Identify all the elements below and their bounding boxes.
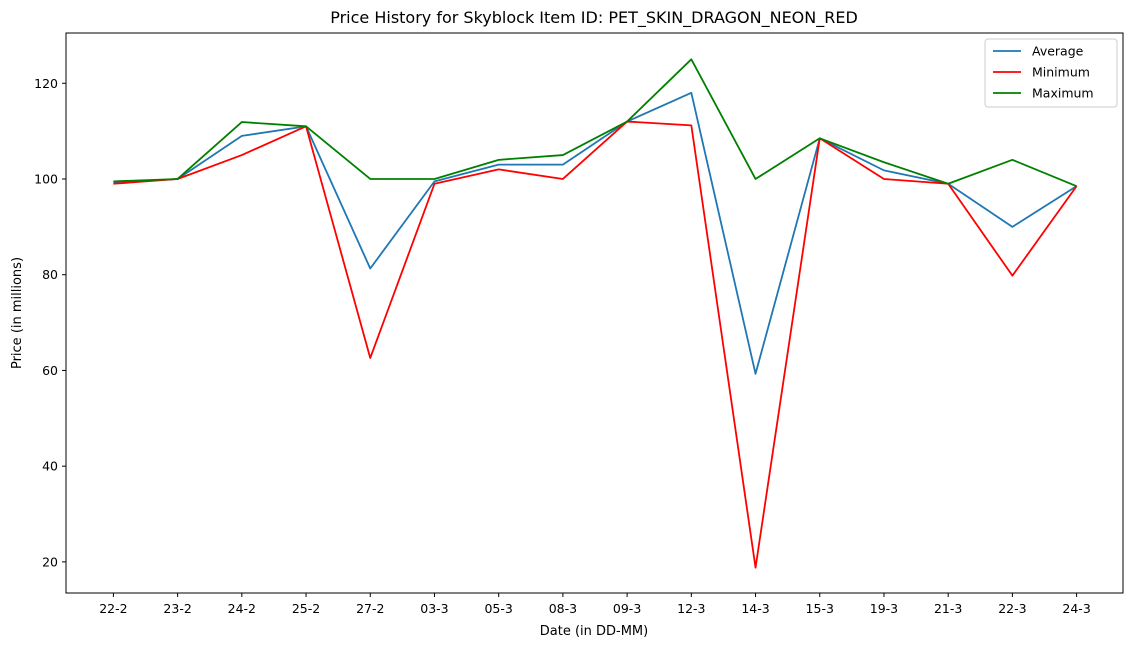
x-tick-label: 03-3 (420, 601, 448, 616)
x-tick-label: 22-2 (99, 601, 127, 616)
x-tick-label: 27-2 (356, 601, 384, 616)
x-tick-label: 25-2 (292, 601, 320, 616)
x-tick-label: 24-2 (228, 601, 256, 616)
legend-label: Maximum (1032, 86, 1094, 101)
y-tick-label: 80 (42, 267, 58, 282)
series-line-maximum (113, 58, 1077, 187)
x-tick-label: 14-3 (741, 601, 769, 616)
series-line-average (113, 91, 1078, 375)
y-axis-label: Price (in millions) (10, 257, 25, 369)
y-tick-label: 120 (34, 76, 58, 91)
y-tick-label: 100 (34, 171, 58, 186)
series-line-minimum (113, 120, 1078, 569)
legend-label: Minimum (1032, 65, 1090, 80)
x-axis-label: Date (in DD-MM) (540, 624, 648, 639)
x-tick-label: 08-3 (549, 601, 577, 616)
x-tick-label: 15-3 (806, 601, 834, 616)
y-tick-label: 40 (42, 459, 58, 474)
x-tick-label: 05-3 (484, 601, 512, 616)
plot-frame (65, 32, 1124, 594)
x-tick-label: 19-3 (870, 601, 898, 616)
x-tick-label: 24-3 (1062, 601, 1090, 616)
legend-frame (984, 38, 1118, 108)
x-tick-label: 21-3 (934, 601, 962, 616)
legend-label: Average (1032, 44, 1084, 59)
legend: Average Minimum Maximum (984, 38, 1118, 108)
y-tick-label: 60 (42, 363, 58, 378)
x-tick-label: 23-2 (163, 601, 191, 616)
y-tick-label: 20 (42, 554, 58, 569)
x-tick-label: 09-3 (613, 601, 641, 616)
y-axis: 20 40 60 80 100 120 (34, 76, 66, 569)
plot-area: 22-2 23-2 24-2 25-2 27-2 03-3 05-3 08-3 09-3 12-3… (34, 32, 1124, 616)
series-lines (113, 58, 1078, 569)
x-tick-label: 12-3 (677, 601, 705, 616)
x-tick-label: 22-3 (998, 601, 1026, 616)
x-axis: 22-2 23-2 24-2 25-2 27-2 03-3 05-3 08-3 09-3 12-3… (99, 593, 1091, 616)
chart-title: Price History for Skyblock Item ID: PET_… (330, 8, 858, 28)
